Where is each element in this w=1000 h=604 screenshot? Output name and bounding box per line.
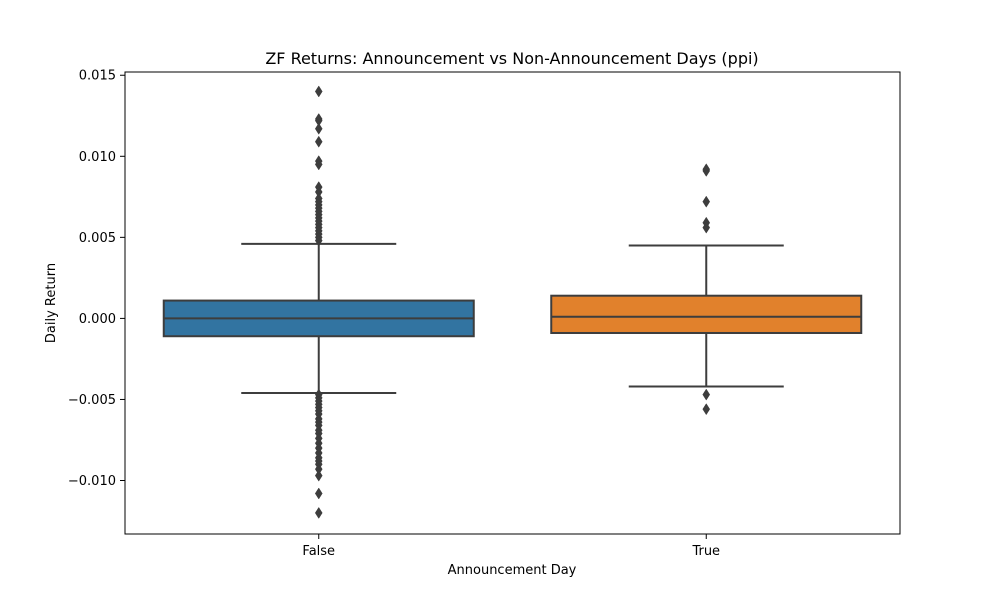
box-true	[550, 294, 863, 334]
y-axis-label: Daily Return	[44, 263, 59, 343]
y-tick-label: −0.010	[68, 474, 116, 489]
outlier-point	[702, 164, 711, 177]
y-tick-label: 0.010	[79, 150, 116, 165]
y-tick-label: −0.005	[68, 393, 116, 408]
outlier-point	[314, 487, 323, 500]
y-tick-label: 0.000	[79, 312, 116, 327]
outlier-point	[314, 234, 323, 247]
outlier-point	[314, 122, 323, 135]
outlier-point	[702, 388, 711, 401]
y-tick-label: 0.015	[79, 69, 116, 84]
outlier-point	[314, 506, 323, 519]
y-tick-label: 0.005	[79, 231, 116, 246]
outlier-point	[702, 195, 711, 208]
outlier-point	[314, 158, 323, 171]
outlier-point	[702, 403, 711, 416]
x-axis-label: Announcement Day	[448, 563, 577, 578]
outlier-point	[314, 469, 323, 482]
plot-area: −0.010 −0.005 0.000 0.005 0.010 0.015 False Tru…	[68, 69, 863, 559]
outlier-point	[314, 135, 323, 148]
chart-title: ZF Returns: Announcement vs Non-Announce…	[265, 49, 758, 68]
axes-frame	[124, 71, 901, 535]
x-tick-label: True	[691, 544, 720, 559]
outlier-point	[702, 221, 711, 234]
x-tick-label: False	[302, 544, 335, 559]
outlier-point	[314, 85, 323, 98]
